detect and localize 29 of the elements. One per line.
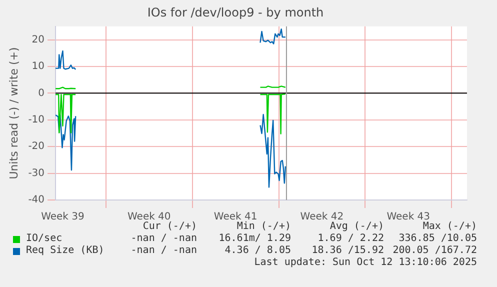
text: Cur (-/+): [142, 221, 197, 232]
text: 4.36 / 8.05: [224, 245, 291, 256]
text: Last update: Sun Oct 12 13:10:06 2025: [254, 257, 477, 268]
x-tick-label: Week 41: [214, 212, 258, 223]
text: -nan / -nan: [130, 233, 197, 244]
chart-title: IOs for /dev/loop9 - by month: [147, 5, 324, 20]
y-tick-label: -10: [28, 114, 45, 126]
y-tick-label: -30: [28, 168, 45, 179]
y-tick-label: 0: [38, 88, 45, 99]
x-tick-label: Week 43: [386, 212, 430, 223]
text: 1.69 / 2.22: [318, 233, 384, 244]
y-tick-label: 20: [32, 34, 45, 46]
text: 18.36 /15.92: [312, 245, 384, 256]
legend-label: Req Size (KB): [26, 245, 104, 256]
y-tick-label: 10: [32, 61, 45, 72]
y-tick-label: -20: [28, 141, 45, 152]
text: Max (-/+): [422, 221, 477, 232]
y-tick-label: -40: [28, 194, 45, 206]
x-tick-label: Week 40: [127, 212, 171, 223]
text: Avg (-/+): [330, 221, 384, 232]
text: 336.85 /10.05: [398, 233, 477, 244]
x-tick-label: Week 42: [300, 212, 344, 223]
legend-label: IO/sec: [26, 233, 62, 244]
x-tick-label: Week 39: [41, 212, 84, 223]
text: -nan / -nan: [130, 245, 197, 256]
text: 200.05 /167.72: [392, 245, 477, 256]
text: 16.61m/ 1.29: [218, 233, 291, 244]
text: Min (-/+): [236, 221, 291, 232]
y-axis-title: Units read (-) / write (+): [7, 47, 20, 180]
